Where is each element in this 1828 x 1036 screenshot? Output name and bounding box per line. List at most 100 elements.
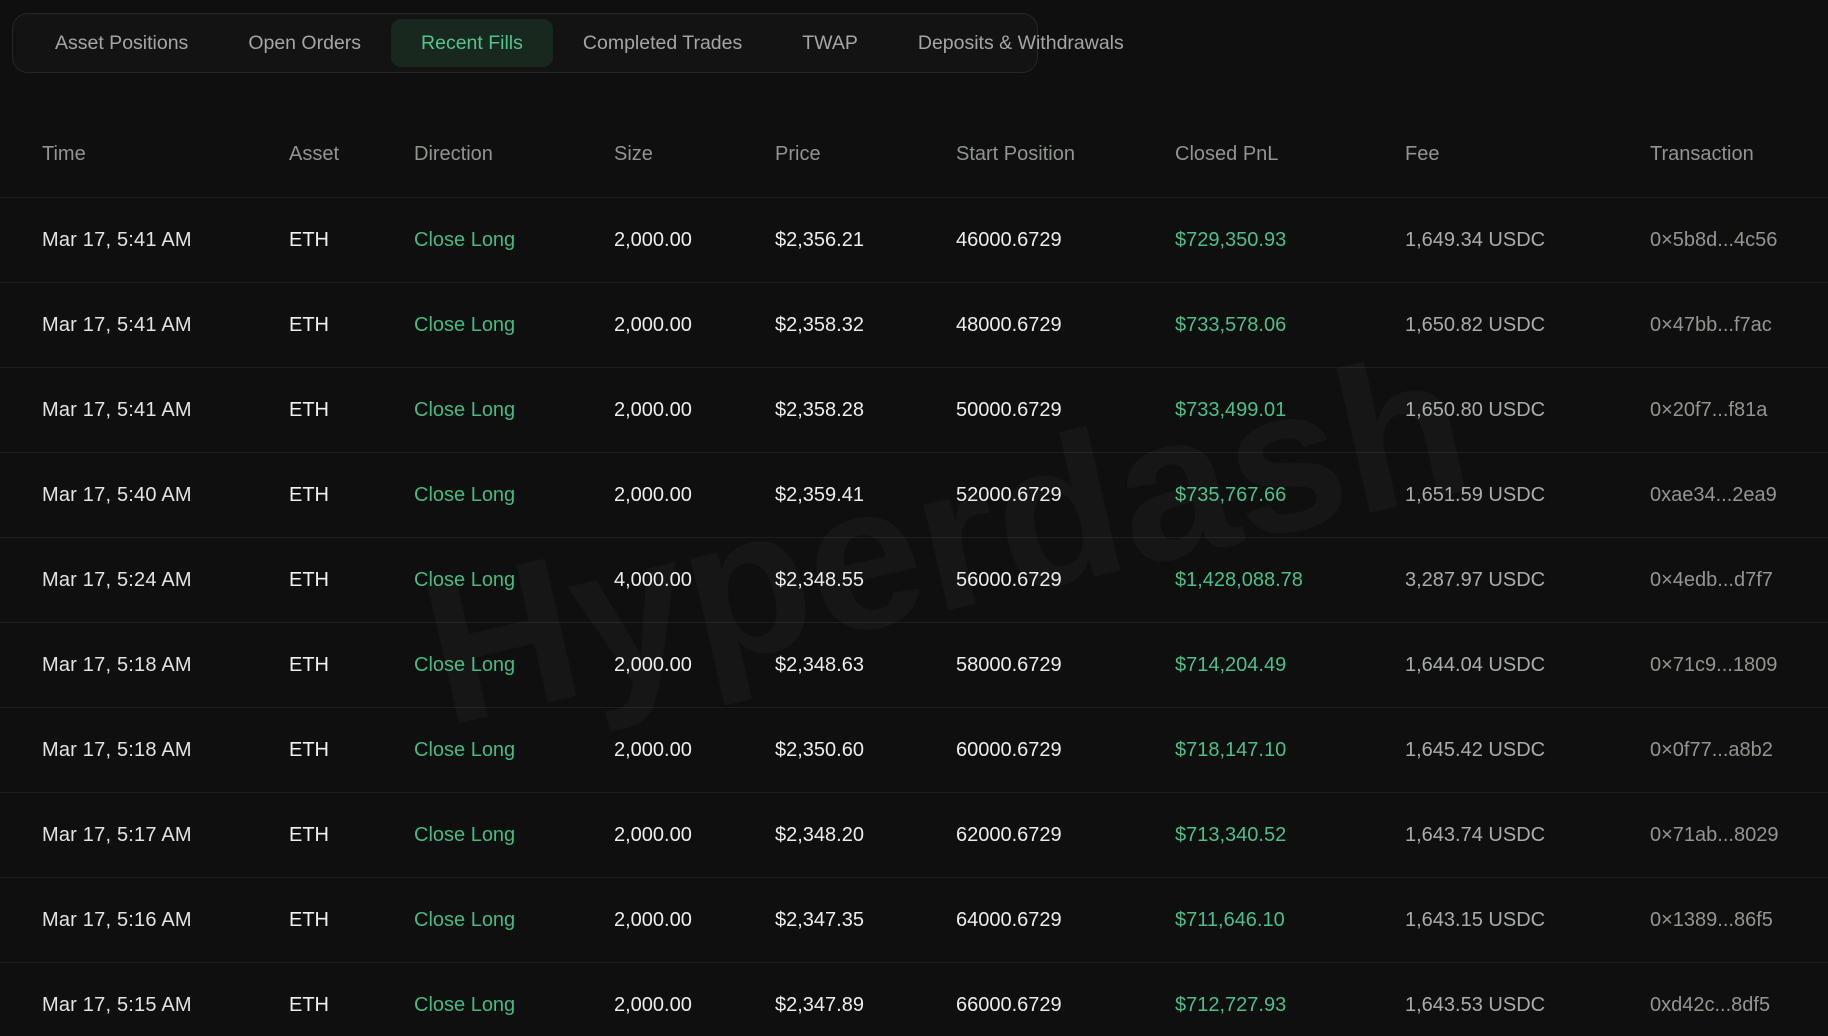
cell-direction: Close Long — [414, 313, 516, 336]
cell-time: Mar 17, 5:18 AM — [42, 653, 192, 676]
cell-transaction[interactable]: 0×5b8d...4c56 — [1650, 228, 1778, 251]
cell-transaction[interactable]: 0xd42c...8df5 — [1650, 993, 1771, 1016]
cell-time: Mar 17, 5:40 AM — [42, 483, 192, 506]
cell-fee: 1,650.82 USDC — [1405, 313, 1546, 336]
cell-fee: 1,645.42 USDC — [1405, 738, 1546, 761]
table-row: Mar 17, 5:18 AM ETH Close Long 2,000.00 $2,3… — [0, 622, 1828, 707]
cell-closed_pnl: $713,340.52 — [1175, 823, 1287, 846]
cell-time: Mar 17, 5:41 AM — [42, 313, 192, 336]
cell-transaction[interactable]: 0×47bb...f7ac — [1650, 313, 1772, 336]
tab-recent-fills[interactable]: Recent Fills — [391, 19, 553, 67]
table-row: Mar 17, 5:18 AM ETH Close Long 2,000.00 $2,3… — [0, 707, 1828, 792]
cell-time: Mar 17, 5:41 AM — [42, 398, 192, 421]
cell-size: 2,000.00 — [614, 908, 692, 931]
table-row: Mar 17, 5:41 AM ETH Close Long 2,000.00 $2,3… — [0, 197, 1828, 282]
cell-closed_pnl: $718,147.10 — [1175, 738, 1287, 761]
cell-transaction[interactable]: 0×1389...86f5 — [1650, 908, 1773, 931]
table-row: Mar 17, 5:41 AM ETH Close Long 2,000.00 $2,3… — [0, 282, 1828, 367]
cell-start_position: 60000.6729 — [956, 738, 1062, 761]
cell-fee: 1,644.04 USDC — [1405, 653, 1546, 676]
cell-asset: ETH — [289, 993, 329, 1016]
cell-price: $2,358.32 — [775, 313, 864, 336]
cell-asset: ETH — [289, 228, 329, 251]
cell-size: 2,000.00 — [614, 483, 692, 506]
column-header-direction: Direction — [414, 142, 493, 165]
column-header-time: Time — [42, 142, 86, 165]
table-row: Mar 17, 5:24 AM ETH Close Long 4,000.00 $2,3… — [0, 537, 1828, 622]
tab-deposits-withdrawals[interactable]: Deposits & Withdrawals — [888, 19, 1154, 67]
cell-closed_pnl: $712,727.93 — [1175, 993, 1287, 1016]
cell-fee: 1,649.34 USDC — [1405, 228, 1546, 251]
cell-closed_pnl: $711,646.10 — [1175, 908, 1285, 931]
cell-direction: Close Long — [414, 823, 516, 846]
cell-time: Mar 17, 5:18 AM — [42, 738, 192, 761]
column-header-closed_pnl: Closed PnL — [1175, 142, 1279, 165]
tab-open-orders[interactable]: Open Orders — [218, 19, 391, 67]
cell-closed_pnl: $1,428,088.78 — [1175, 568, 1303, 591]
cell-transaction[interactable]: 0×20f7...f81a — [1650, 398, 1768, 421]
cell-start_position: 66000.6729 — [956, 993, 1062, 1016]
cell-start_position: 46000.6729 — [956, 228, 1062, 251]
cell-price: $2,350.60 — [775, 738, 864, 761]
cell-transaction[interactable]: 0xae34...2ea9 — [1650, 483, 1777, 506]
cell-time: Mar 17, 5:16 AM — [42, 908, 192, 931]
table-row: Mar 17, 5:17 AM ETH Close Long 2,000.00 $2,3… — [0, 792, 1828, 877]
tab-completed-trades[interactable]: Completed Trades — [553, 19, 772, 67]
cell-price: $2,348.63 — [775, 653, 864, 676]
cell-fee: 1,651.59 USDC — [1405, 483, 1546, 506]
table-row: Mar 17, 5:41 AM ETH Close Long 2,000.00 $2,3… — [0, 367, 1828, 452]
cell-start_position: 58000.6729 — [956, 653, 1062, 676]
cell-time: Mar 17, 5:17 AM — [42, 823, 192, 846]
cell-size: 2,000.00 — [614, 738, 692, 761]
cell-start_position: 50000.6729 — [956, 398, 1062, 421]
cell-price: $2,359.41 — [775, 483, 864, 506]
cell-direction: Close Long — [414, 228, 516, 251]
tab-bar: Asset Positions Open Orders Recent Fills Co… — [12, 13, 1124, 73]
cell-start_position: 64000.6729 — [956, 908, 1062, 931]
cell-transaction[interactable]: 0×0f77...a8b2 — [1650, 738, 1773, 761]
cell-direction: Close Long — [414, 653, 516, 676]
cell-price: $2,347.89 — [775, 993, 864, 1016]
column-header-price: Price — [775, 142, 821, 165]
cell-closed_pnl: $735,767.66 — [1175, 483, 1287, 506]
cell-asset: ETH — [289, 483, 329, 506]
cell-asset: ETH — [289, 398, 329, 421]
cell-transaction[interactable]: 0×71ab...8029 — [1650, 823, 1779, 846]
table-header-row: Time Asset Direction Size Price Start Positio… — [0, 73, 1828, 197]
cell-size: 2,000.00 — [614, 228, 692, 251]
cell-direction: Close Long — [414, 738, 516, 761]
cell-asset: ETH — [289, 313, 329, 336]
cell-fee: 1,650.80 USDC — [1405, 398, 1546, 421]
column-header-transaction: Transaction — [1650, 142, 1754, 165]
cell-price: $2,348.20 — [775, 823, 864, 846]
cell-price: $2,347.35 — [775, 908, 864, 931]
cell-asset: ETH — [289, 568, 329, 591]
cell-time: Mar 17, 5:24 AM — [42, 568, 192, 591]
cell-closed_pnl: $714,204.49 — [1175, 653, 1287, 676]
column-header-asset: Asset — [289, 142, 340, 165]
cell-size: 2,000.00 — [614, 313, 692, 336]
cell-direction: Close Long — [414, 908, 516, 931]
cell-closed_pnl: $729,350.93 — [1175, 228, 1287, 251]
cell-direction: Close Long — [414, 568, 516, 591]
table-row: Mar 17, 5:16 AM ETH Close Long 2,000.00 $2,3… — [0, 877, 1828, 962]
cell-time: Mar 17, 5:41 AM — [42, 228, 192, 251]
cell-direction: Close Long — [414, 483, 516, 506]
cell-closed_pnl: $733,499.01 — [1175, 398, 1287, 421]
cell-transaction[interactable]: 0×4edb...d7f7 — [1650, 568, 1773, 591]
cell-fee: 1,643.15 USDC — [1405, 908, 1546, 931]
cell-time: Mar 17, 5:15 AM — [42, 993, 192, 1016]
cell-start_position: 62000.6729 — [956, 823, 1062, 846]
tab-asset-positions[interactable]: Asset Positions — [25, 19, 218, 67]
recent-fills-table: Time Asset Direction Size Price Start Positio… — [0, 73, 1828, 1036]
column-header-start_position: Start Position — [956, 142, 1075, 165]
cell-fee: 1,643.53 USDC — [1405, 993, 1546, 1016]
cell-fee: 3,287.97 USDC — [1405, 568, 1546, 591]
cell-fee: 1,643.74 USDC — [1405, 823, 1546, 846]
cell-transaction[interactable]: 0×71c9...1809 — [1650, 653, 1778, 676]
column-header-fee: Fee — [1405, 142, 1440, 165]
tab-twap[interactable]: TWAP — [772, 19, 888, 67]
cell-size: 2,000.00 — [614, 823, 692, 846]
table-body: Mar 17, 5:41 AM ETH Close Long 2,000.00 $2,3… — [0, 197, 1828, 1036]
cell-direction: Close Long — [414, 398, 516, 421]
